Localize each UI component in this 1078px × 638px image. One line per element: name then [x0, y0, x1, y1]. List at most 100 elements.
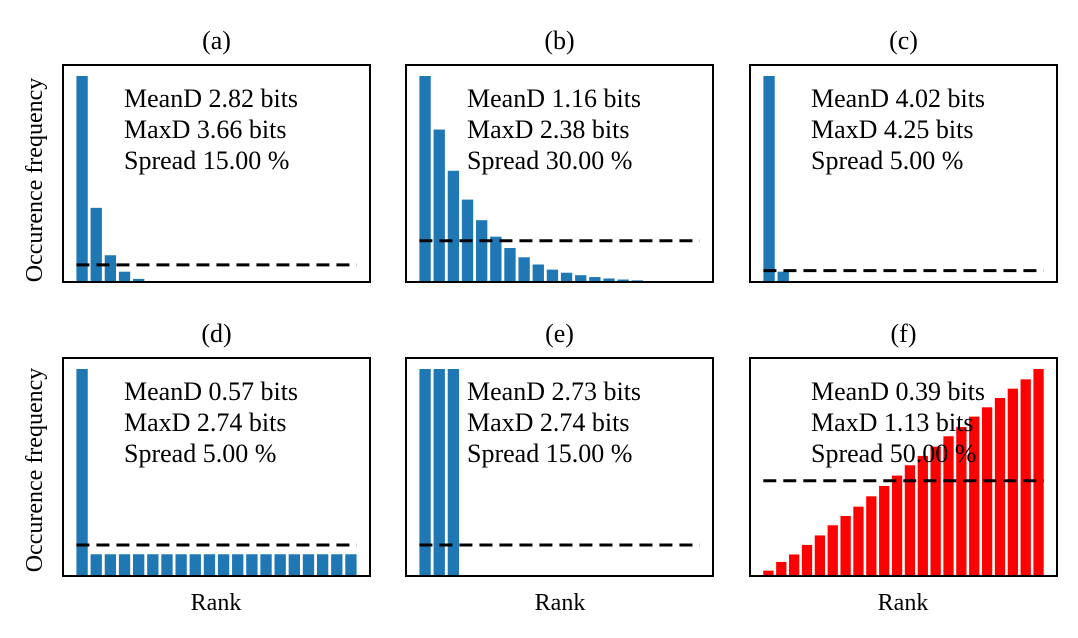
bar: [763, 570, 774, 576]
ylabel-bottom: Occurence frequency: [22, 368, 48, 573]
bar: [853, 506, 864, 576]
annotation: MeanD 1.16 bits: [467, 84, 641, 113]
bar: [589, 277, 601, 282]
axes-frame: [62, 357, 371, 577]
xlabel-e: Rank: [535, 590, 586, 616]
bar: [419, 76, 431, 282]
annotation: MaxD 2.74 bits: [124, 408, 287, 437]
bar: [217, 554, 230, 576]
bar: [1007, 388, 1018, 576]
bar: [518, 257, 530, 282]
bar: [956, 426, 967, 576]
bar: [274, 554, 286, 576]
bar: [904, 465, 916, 576]
bar: [776, 561, 787, 576]
bar: [814, 535, 826, 576]
bar: [118, 271, 131, 282]
panel-title: (e): [545, 319, 574, 348]
annotation: Spread 15.00 %: [467, 439, 632, 468]
bar: [532, 264, 544, 282]
bar: [189, 554, 201, 576]
annotation: Spread 5.00 %: [124, 439, 276, 468]
annotation: Spread 15.00 %: [124, 146, 289, 175]
axes-frame: [749, 357, 1058, 577]
axes-frame: [405, 64, 714, 283]
bar: [1033, 369, 1044, 576]
panel-title: (f): [891, 319, 917, 348]
bar: [133, 554, 145, 576]
bar: [994, 397, 1006, 576]
bar: [345, 554, 357, 576]
bar: [969, 416, 980, 576]
bar: [447, 170, 460, 282]
bar: [419, 369, 431, 576]
bar: [943, 436, 954, 576]
annotation: MaxD 1.13 bits: [811, 408, 974, 437]
bar: [331, 554, 343, 576]
bar: [90, 554, 102, 576]
bar: [840, 515, 851, 576]
bar: [118, 554, 131, 576]
annotation: MeanD 2.82 bits: [124, 84, 298, 113]
panel-title: (b): [544, 26, 574, 55]
panel-title: (c): [889, 26, 918, 55]
bar: [827, 525, 838, 576]
bar: [617, 279, 629, 282]
annotation: MeanD 0.39 bits: [811, 377, 985, 406]
bar: [763, 76, 775, 282]
bar: [104, 255, 117, 282]
bar: [90, 207, 102, 282]
axes-frame: [749, 64, 1058, 283]
annotation: Spread 5.00 %: [811, 146, 963, 175]
panel-title: (d): [201, 319, 231, 348]
annotation: MeanD 0.57 bits: [124, 377, 298, 406]
bar: [546, 269, 559, 282]
axes-frame: [62, 64, 371, 283]
bar: [232, 554, 244, 576]
bar: [560, 272, 573, 282]
xlabel-f: Rank: [878, 590, 929, 616]
bar: [288, 554, 300, 576]
bar: [316, 554, 329, 576]
bar: [203, 554, 216, 576]
bar: [76, 369, 88, 576]
bar: [930, 446, 941, 577]
bar: [879, 485, 890, 576]
annotation: MaxD 2.38 bits: [467, 115, 630, 144]
annotation: Spread 30.00 %: [467, 146, 632, 175]
bar: [1020, 379, 1031, 576]
bar: [603, 278, 615, 282]
bar: [490, 236, 502, 282]
bar: [801, 544, 813, 576]
bar: [260, 554, 272, 576]
bar: [433, 129, 445, 282]
bar: [433, 369, 445, 576]
bar: [147, 554, 159, 576]
annotation: MeanD 4.02 bits: [811, 84, 985, 113]
bar: [246, 554, 258, 576]
annotation: MaxD 2.74 bits: [467, 408, 630, 437]
bar: [302, 554, 315, 576]
bar: [133, 278, 145, 282]
axes-frame: [405, 357, 714, 577]
bar: [891, 475, 903, 576]
bar: [777, 271, 789, 282]
bar: [789, 554, 800, 576]
ylabel-top: Occurence frequency: [22, 78, 48, 283]
bar: [476, 220, 488, 282]
bar: [161, 554, 173, 576]
bar: [866, 496, 877, 577]
bar: [76, 76, 88, 282]
annotation: MeanD 2.73 bits: [467, 377, 641, 406]
bar: [917, 455, 928, 576]
bar: [104, 554, 117, 576]
panel-title: (a): [202, 26, 231, 55]
